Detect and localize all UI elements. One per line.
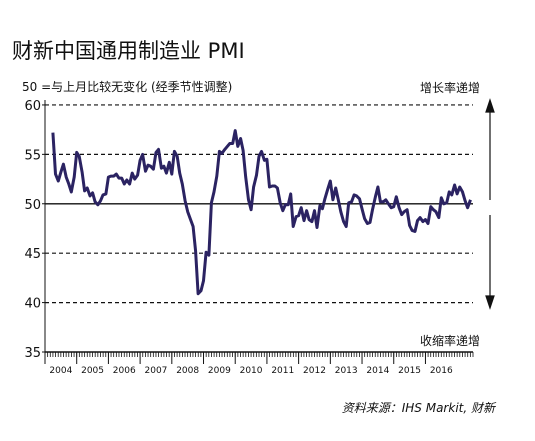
x-tick-label: 2004: [49, 366, 72, 376]
arrows: [485, 98, 495, 310]
x-tick-label: 2008: [176, 366, 199, 376]
y-tick-label: 60: [24, 99, 41, 114]
y-tick-label: 45: [24, 247, 41, 262]
x-tick-label: 2012: [303, 366, 326, 376]
y-tick-label: 50: [24, 198, 41, 213]
y-tick-label: 40: [24, 297, 41, 312]
x-tick-label: 2005: [81, 366, 104, 376]
x-tick-label: 2016: [430, 366, 453, 376]
x-tick-label: 2010: [240, 366, 263, 376]
x-tick-label: 2006: [113, 366, 136, 376]
x-tick-label: 2015: [398, 366, 421, 376]
arrow-up-head: [485, 98, 495, 113]
x-tick-label: 2007: [145, 366, 168, 376]
chart-title: 财新中国通用制造业 PMI: [12, 39, 245, 63]
annotation-down: 收缩率递增: [420, 333, 480, 348]
y-tick-label: 55: [24, 148, 41, 163]
x-tick-label: 2014: [366, 366, 389, 376]
x-tick-label: 2011: [271, 366, 294, 376]
source: 资料来源：IHS Markit, 财新: [342, 401, 497, 415]
chart-subtitle: 50 =与上月比较无变化 (经季节性调整): [22, 79, 232, 94]
arrow-down-head: [485, 295, 495, 310]
annotation-up: 增长率递增: [420, 80, 480, 95]
x-tick-label: 2009: [208, 366, 231, 376]
y-tick-label: 35: [24, 346, 41, 361]
x-tick-label: 2013: [335, 366, 358, 376]
series-line: [51, 129, 472, 296]
